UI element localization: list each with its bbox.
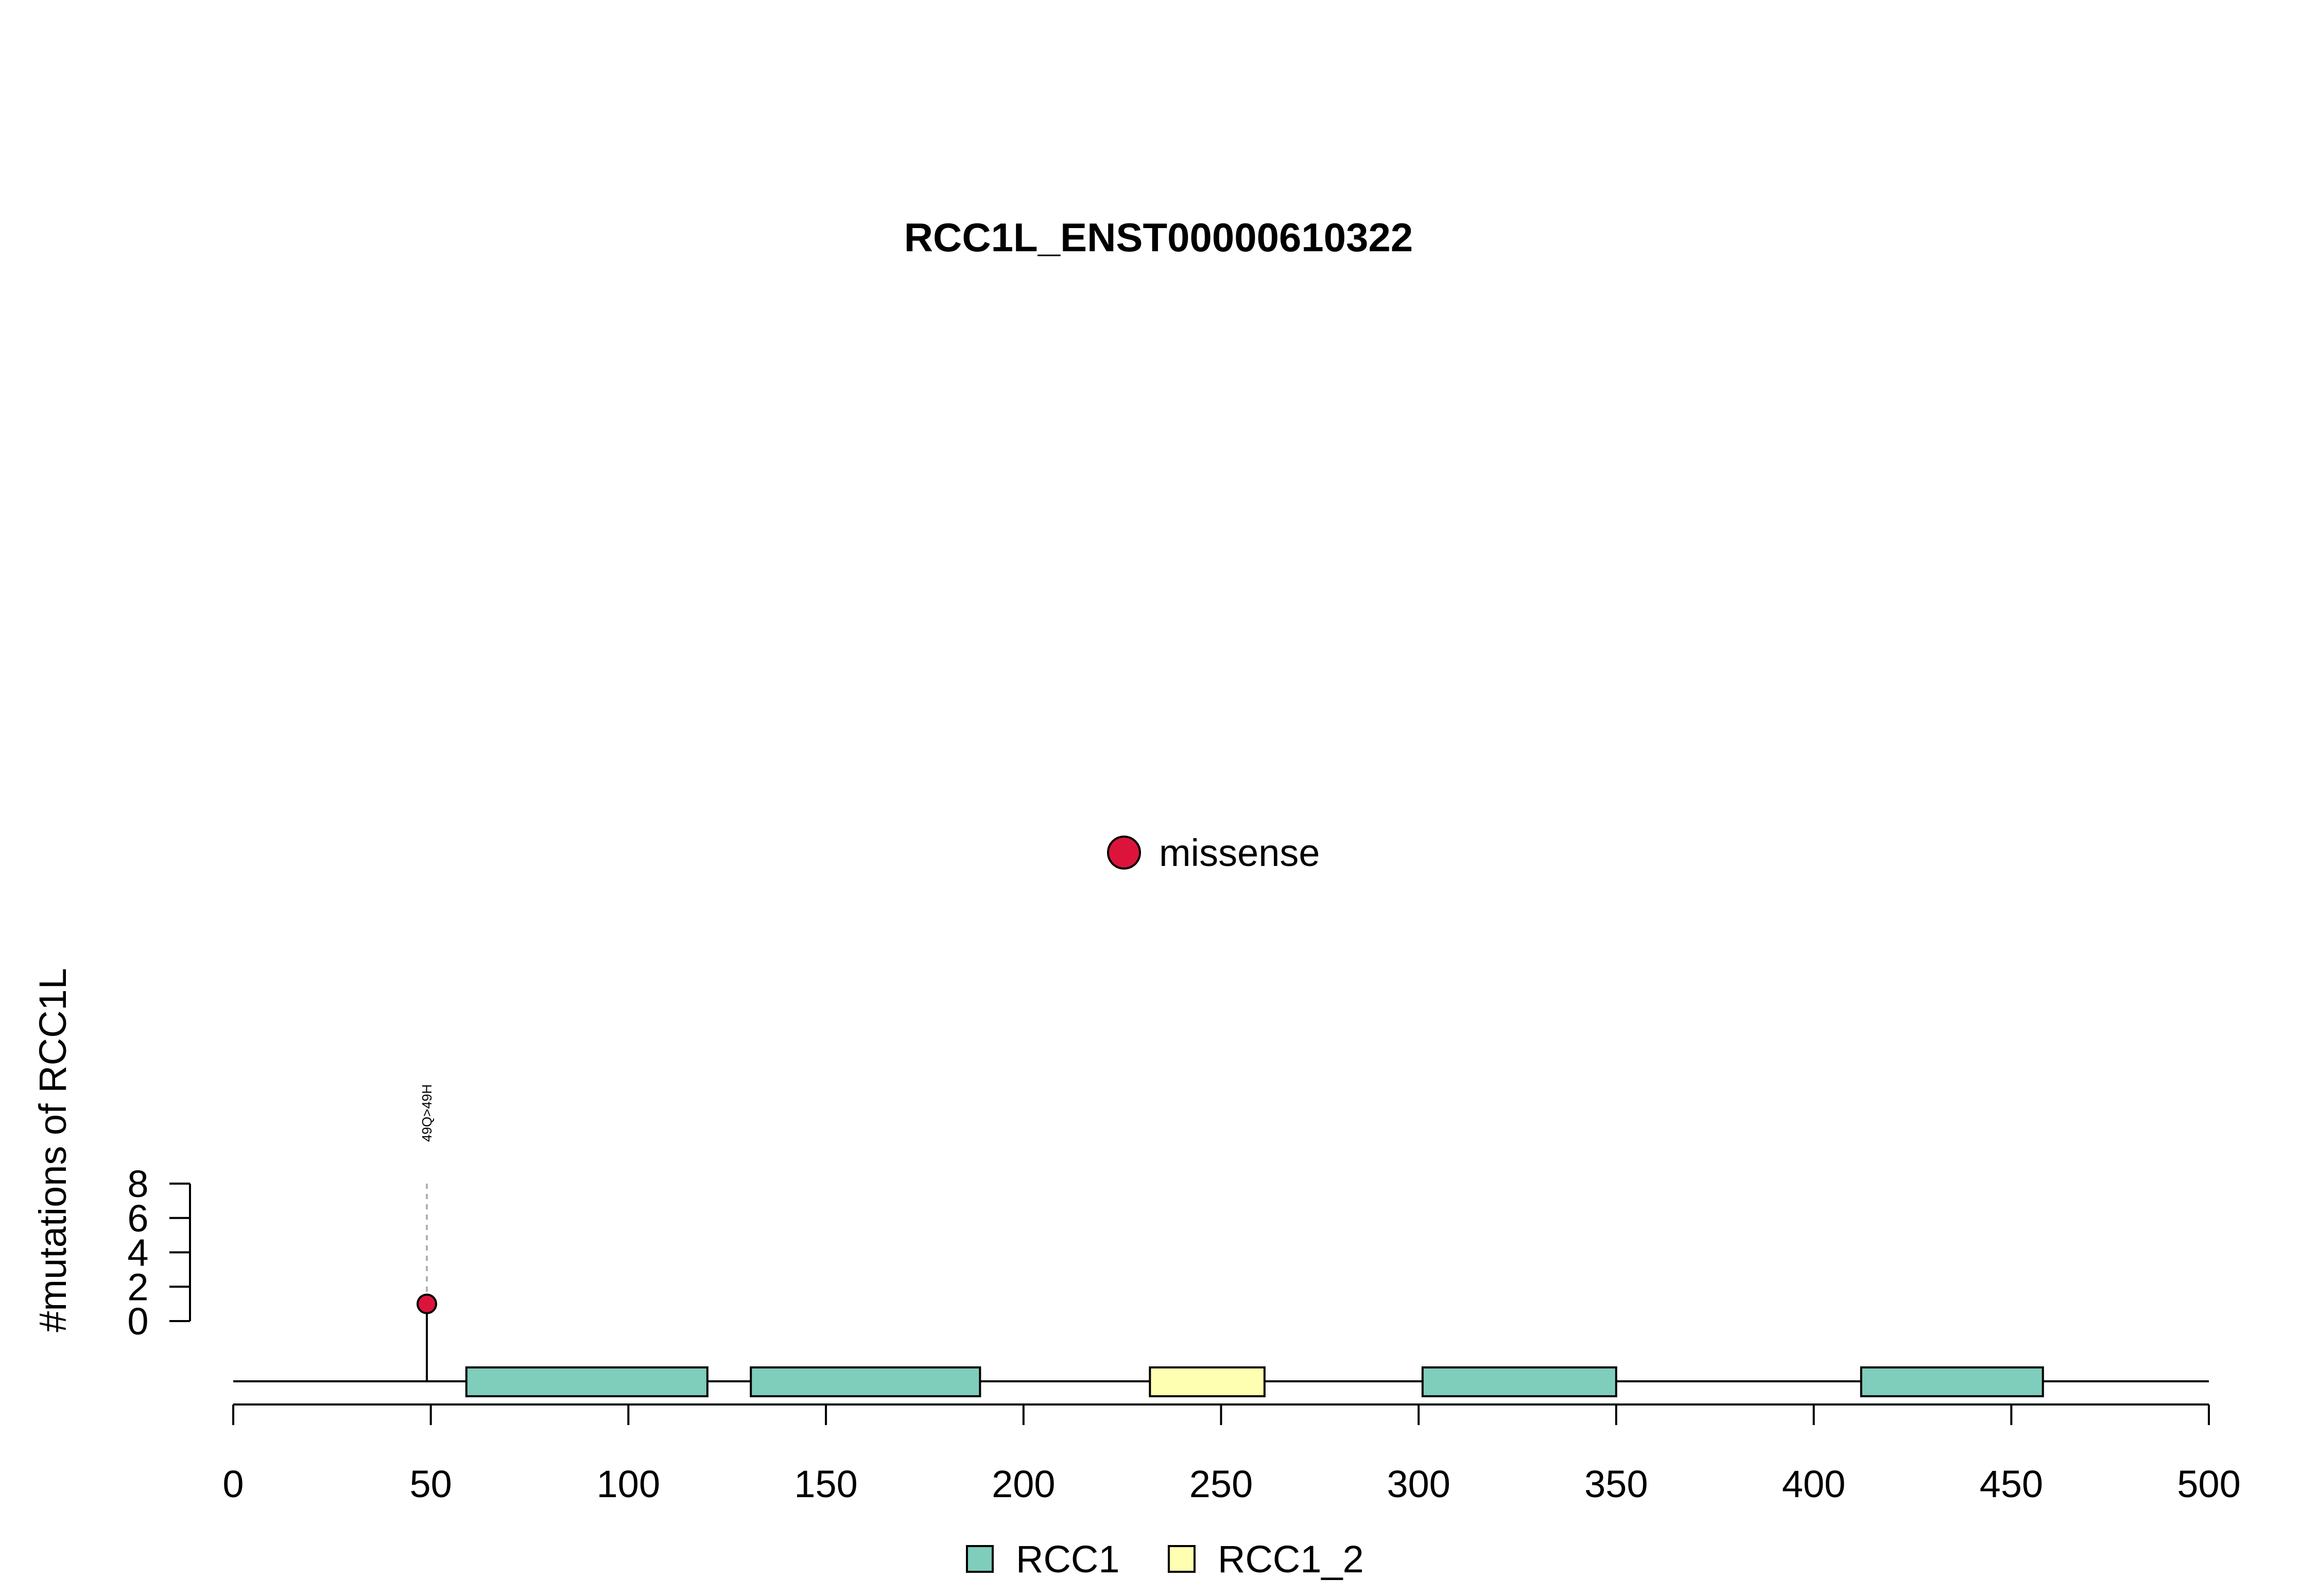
- x-tick-label-450: 450: [1980, 1463, 2043, 1505]
- x-tick-label-400: 400: [1782, 1463, 1845, 1505]
- legend-label-RCC1_2: RCC1_2: [1218, 1538, 1364, 1581]
- domain-RCC1_2-3: [1149, 1366, 1266, 1397]
- x-tick-label-0: 0: [222, 1463, 244, 1505]
- x-tick-label-300: 300: [1387, 1463, 1450, 1505]
- x-tick-label-150: 150: [794, 1463, 857, 1505]
- x-tick-label-50: 50: [410, 1463, 452, 1505]
- legend-label-missense: missense: [1159, 831, 1320, 874]
- mutation-lollipops: 49Q>49H: [417, 1084, 438, 1381]
- domain-legend: RCC1 RCC1_2: [966, 1538, 1364, 1581]
- y-tick-label-0: 0: [127, 1300, 148, 1343]
- y-tick-label-2: 2: [127, 1265, 148, 1308]
- y-tick-label-4: 4: [127, 1231, 148, 1274]
- domain-RCC1-2: [750, 1366, 981, 1397]
- mutation-label: 49Q>49H: [419, 1084, 435, 1142]
- domain-RCC1-1: [465, 1366, 708, 1397]
- mutation-legend: missense: [1107, 831, 1320, 874]
- x-tick-label-100: 100: [597, 1463, 660, 1505]
- x-tick-label-200: 200: [992, 1463, 1055, 1505]
- x-axis: 0 50 100 150 200 250 300 350 400 450 500: [222, 1403, 2241, 1505]
- domain-RCC1-4: [1421, 1366, 1617, 1397]
- y-axis-label: #mutations of RCC1L: [31, 968, 74, 1332]
- x-tick-label-350: 350: [1584, 1463, 1648, 1505]
- chart-title: RCC1L_ENST00000610322: [904, 215, 1413, 260]
- y-tick-label-6: 6: [127, 1197, 148, 1240]
- protein-track: [233, 1366, 2209, 1397]
- legend-swatch-RCC1_2: [1168, 1545, 1196, 1573]
- legend-swatch-RCC1: [966, 1545, 994, 1573]
- mutation-head: [417, 1293, 438, 1314]
- y-tick-label-8: 8: [127, 1163, 148, 1205]
- domain-RCC1-5: [1860, 1366, 2044, 1397]
- legend-marker-missense: [1107, 836, 1141, 870]
- legend-label-RCC1: RCC1: [1016, 1538, 1119, 1581]
- x-tick-label-250: 250: [1189, 1463, 1253, 1505]
- x-tick-label-500: 500: [2177, 1463, 2240, 1505]
